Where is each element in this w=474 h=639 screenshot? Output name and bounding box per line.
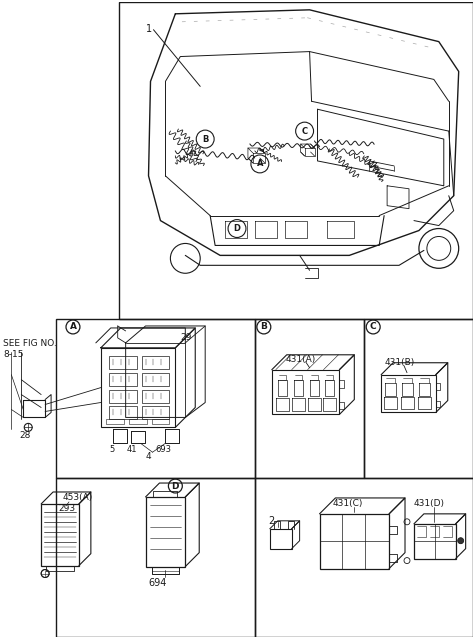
Text: A: A [256, 159, 263, 169]
Bar [56, 319, 255, 478]
Text: 431(C): 431(C) [332, 499, 363, 508]
Text: 29: 29 [180, 333, 191, 342]
Text: 431(A): 431(A) [286, 355, 316, 364]
Bar [142, 406, 169, 419]
Text: 694: 694 [148, 578, 167, 589]
Text: 2: 2 [268, 516, 274, 526]
Bar [270, 528, 292, 549]
Bar [319, 514, 389, 569]
Text: 431(B): 431(B) [384, 358, 414, 367]
Bar [142, 356, 169, 369]
Text: C: C [301, 127, 308, 135]
Text: D: D [234, 224, 240, 233]
Bar [118, 2, 473, 319]
Text: 4: 4 [146, 452, 151, 461]
Bar [109, 356, 137, 369]
Bar [109, 406, 137, 419]
Text: 293: 293 [58, 504, 75, 513]
Bar [255, 319, 364, 478]
Text: 8-15: 8-15 [3, 350, 24, 359]
Circle shape [458, 537, 464, 544]
Text: 41: 41 [127, 445, 137, 454]
Bar [152, 419, 169, 424]
Bar [109, 390, 137, 403]
Bar [41, 504, 79, 566]
Text: C: C [370, 323, 376, 332]
Text: 431(D): 431(D) [414, 499, 445, 508]
Text: B: B [260, 323, 267, 332]
Bar [272, 370, 339, 415]
Bar [414, 524, 456, 558]
Text: 453(A): 453(A) [63, 493, 93, 502]
Bar [101, 348, 175, 427]
Text: 5: 5 [110, 445, 115, 454]
Bar [381, 374, 436, 412]
Bar [128, 419, 146, 424]
Bar [56, 478, 255, 637]
Bar [106, 419, 124, 424]
Bar [364, 319, 473, 478]
Text: D: D [172, 482, 179, 491]
Text: SEE FIG NO.: SEE FIG NO. [3, 339, 57, 348]
Bar [146, 497, 185, 567]
Text: 693: 693 [155, 445, 172, 454]
Bar [109, 373, 137, 385]
Bar [142, 390, 169, 403]
Text: 28: 28 [19, 431, 31, 440]
Text: B: B [202, 135, 209, 144]
Text: 1: 1 [146, 24, 152, 34]
Bar [142, 373, 169, 385]
Bar [255, 478, 473, 637]
Text: A: A [70, 323, 76, 332]
